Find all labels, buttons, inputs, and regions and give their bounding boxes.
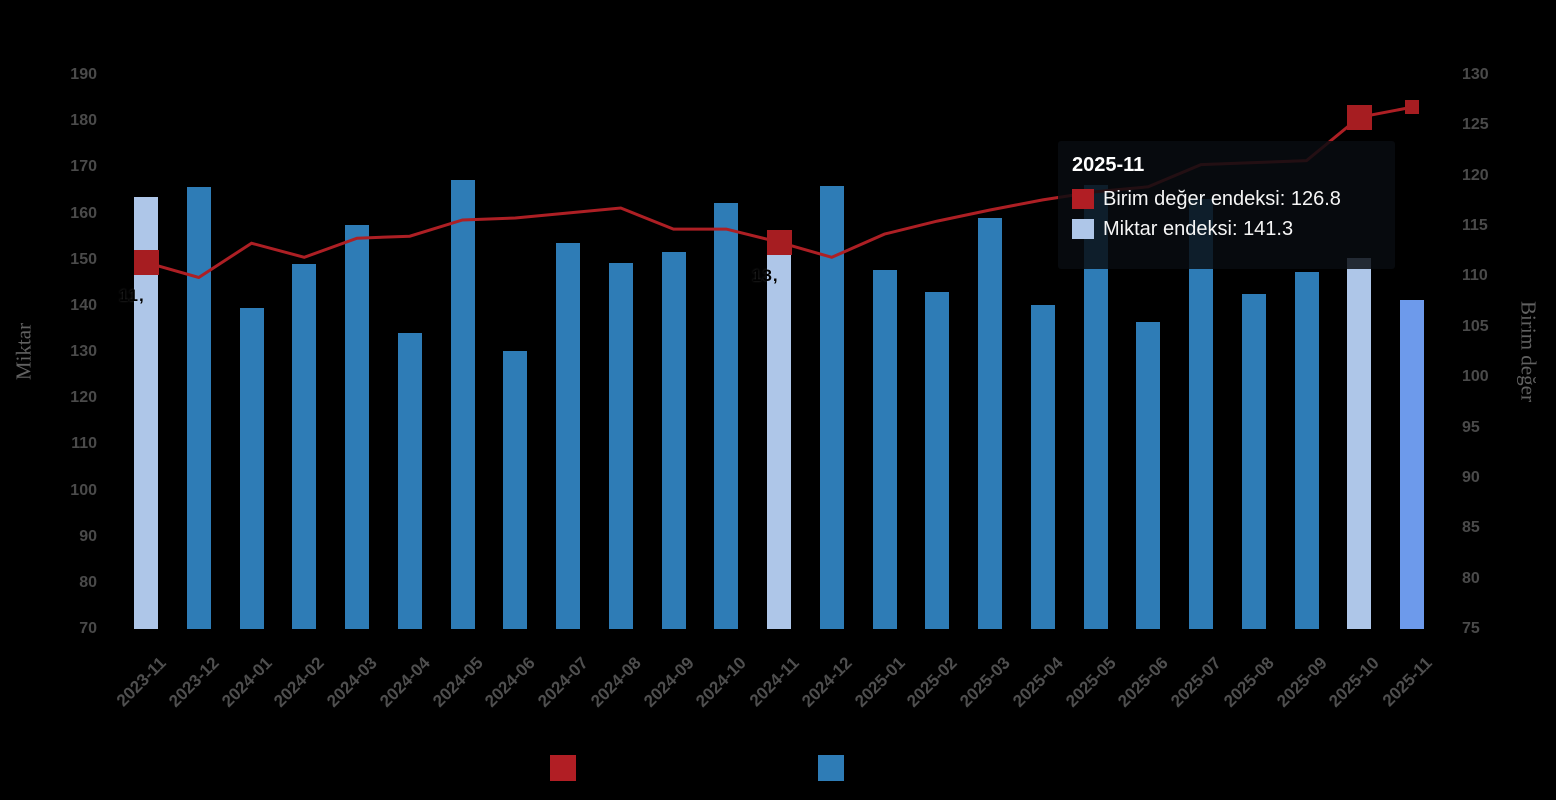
left-axis-tick: 100 xyxy=(70,481,97,499)
tooltip-swatch-unit-value-icon xyxy=(1072,189,1094,209)
left-axis-tick: 190 xyxy=(70,66,97,83)
bar-2023-12[interactable] xyxy=(186,186,211,629)
legend-label-quantity: Miktar endeksi xyxy=(854,757,983,779)
left-axis-tick: 160 xyxy=(70,204,97,222)
right-axis-tick: 100 xyxy=(1462,368,1489,386)
left-axis-tick: 180 xyxy=(70,112,97,130)
left-axis-tick: 90 xyxy=(79,527,97,545)
tooltip-label-unit-value: Birim değer endeksi: 126.8 xyxy=(1103,188,1341,210)
bar-2024-07[interactable] xyxy=(556,242,580,629)
left-axis-tick: 130 xyxy=(70,343,97,360)
bar-2025-08[interactable] xyxy=(1241,294,1266,629)
left-axis-tick: 170 xyxy=(70,158,97,176)
legend-swatch-quantity-icon[interactable] xyxy=(818,755,844,781)
right-axis-tick: 85 xyxy=(1462,519,1480,537)
line-marker-2025-10[interactable] xyxy=(1346,104,1372,130)
legend-label-unit-value: Birim değer endeksi xyxy=(586,757,763,779)
bar-2025-03[interactable] xyxy=(978,218,1002,629)
left-axis-tick: 140 xyxy=(70,296,97,314)
line-marker-2024-11[interactable] xyxy=(766,229,792,255)
legend-item-unit-value[interactable]: Birim değer endeksi xyxy=(550,755,763,781)
tooltip-label-quantity: Miktar endeksi: 141.3 xyxy=(1103,218,1294,240)
left-axis-tick: 70 xyxy=(79,620,97,637)
bar-2024-06[interactable] xyxy=(503,350,528,629)
bar-2025-09[interactable] xyxy=(1294,272,1319,629)
right-axis-tick: 95 xyxy=(1462,418,1480,436)
bar-2024-08[interactable] xyxy=(608,263,633,629)
tooltip: 2025-11 Birim değer endeksi: 126.8 Mikta… xyxy=(1058,141,1395,269)
right-axis-tick: 120 xyxy=(1462,166,1489,184)
right-axis-tick: 105 xyxy=(1462,317,1489,335)
bar-2024-11[interactable] xyxy=(767,253,791,629)
legend-swatch-unit-value-icon[interactable] xyxy=(550,755,576,781)
right-axis-tick: 110 xyxy=(1462,267,1488,285)
bar-2024-09[interactable] xyxy=(661,252,686,629)
left-axis-tick: 80 xyxy=(79,573,97,591)
bar-2025-02[interactable] xyxy=(925,291,950,629)
bar-2025-01[interactable] xyxy=(872,269,897,629)
bar-2025-04[interactable] xyxy=(1030,304,1055,629)
right-axis-tick: 80 xyxy=(1462,569,1480,587)
bar-2024-02[interactable] xyxy=(292,264,317,629)
bar-2024-03[interactable] xyxy=(345,225,369,629)
bar-2025-11[interactable] xyxy=(1400,299,1424,629)
right-axis-tick: 115 xyxy=(1462,217,1488,235)
tooltip-title: 2025-11 xyxy=(1072,154,1145,176)
left-axis-tick: 110 xyxy=(71,435,97,453)
bar-2024-04[interactable] xyxy=(397,332,422,629)
tooltip-row-unit-value: Birim değer endeksi: 126.8 xyxy=(1072,187,1381,211)
tooltip-row-quantity: Miktar endeksi: 141.3 xyxy=(1072,217,1381,241)
bar-2024-05[interactable] xyxy=(450,179,475,629)
left-axis-tick: 120 xyxy=(70,389,97,407)
bar-2025-10[interactable] xyxy=(1347,257,1372,629)
bar-2024-10[interactable] xyxy=(714,203,739,629)
bar-2024-12[interactable] xyxy=(819,186,844,629)
tooltip-swatch-quantity-icon xyxy=(1072,219,1094,239)
line-marker-2023-11[interactable] xyxy=(133,249,159,275)
right-axis-tick: 90 xyxy=(1462,468,1480,486)
right-axis-tick: 125 xyxy=(1462,116,1489,134)
line-marker-2025-11[interactable] xyxy=(1405,100,1419,115)
right-axis-tick: 130 xyxy=(1462,66,1489,83)
point-label-2023-11: 11, xyxy=(119,286,145,306)
bar-2025-06[interactable] xyxy=(1136,321,1161,629)
point-label-2024-11: 13, xyxy=(752,266,779,286)
left-axis-tick: 150 xyxy=(70,250,97,268)
bar-2024-01[interactable] xyxy=(239,308,264,629)
bar-2025-07[interactable] xyxy=(1189,199,1213,629)
right-axis-tick: 75 xyxy=(1462,620,1480,637)
legend-item-quantity[interactable]: Miktar endeksi xyxy=(818,755,983,781)
